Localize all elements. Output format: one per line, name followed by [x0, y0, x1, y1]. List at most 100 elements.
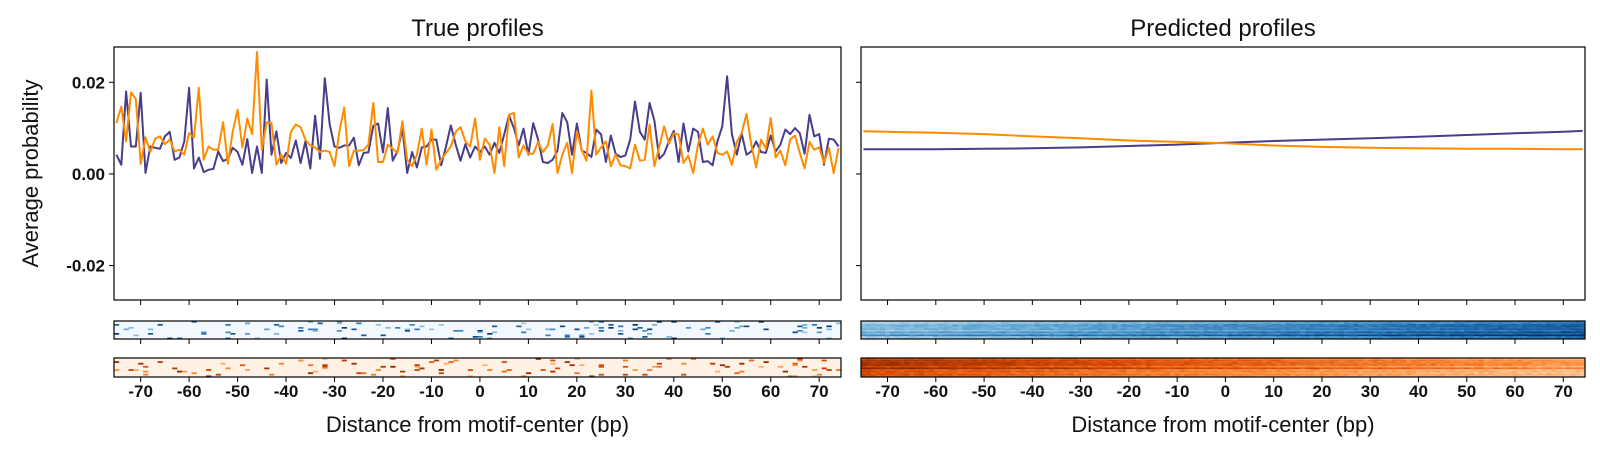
heatmap-cell	[1223, 331, 1229, 334]
heatmap-cell	[1493, 365, 1499, 368]
x-axis-label: Distance from motif-center (bp)	[326, 412, 629, 437]
heatmap-cell	[1440, 369, 1446, 371]
heatmap-cell	[1517, 364, 1523, 367]
heatmap-cell	[1551, 327, 1557, 329]
heatmap-cell	[1280, 372, 1287, 375]
heatmap-cell	[1136, 331, 1142, 334]
heatmap-cell	[1126, 324, 1132, 326]
heatmap-cell	[622, 365, 629, 368]
heatmap-cell	[1068, 336, 1074, 338]
heatmap-cell	[996, 325, 1002, 328]
heatmap-cell	[1078, 372, 1084, 375]
heatmap-cell	[890, 337, 896, 340]
heatmap-cell	[545, 328, 551, 331]
heatmap-cell	[1068, 358, 1074, 360]
heatmap-cell	[1020, 375, 1026, 378]
heatmap-cell	[1073, 361, 1079, 363]
heatmap-cell	[1184, 330, 1190, 332]
heatmap-cell	[1474, 359, 1480, 362]
heatmap-cell	[1290, 367, 1296, 370]
heatmap-cell	[1029, 330, 1036, 332]
heatmap-cell	[1358, 359, 1364, 362]
heatmap-cell	[1261, 322, 1267, 325]
heatmap-cell	[1420, 372, 1427, 375]
heatmap-cell	[1073, 367, 1079, 370]
heatmap-cell	[1353, 333, 1359, 335]
heatmap-cell	[1551, 334, 1557, 337]
heatmap-cell	[1213, 369, 1219, 371]
heatmap-cell	[981, 328, 987, 331]
heatmap-cell	[1198, 336, 1205, 338]
heatmap-cell	[976, 372, 982, 375]
heatmap-cell	[923, 330, 929, 332]
heatmap-cell	[1387, 333, 1393, 335]
heatmap-cell	[1478, 325, 1484, 328]
heatmap-cell	[1387, 361, 1393, 363]
heatmap-cell	[991, 375, 997, 378]
heatmap-cell	[1420, 337, 1427, 340]
heatmap-cell	[1034, 365, 1040, 368]
heatmap-cell	[1150, 364, 1156, 367]
heatmap-cell	[1300, 369, 1306, 371]
heatmap-cell	[1502, 362, 1509, 365]
heatmap-cell	[1001, 336, 1007, 338]
heatmap-cell	[1087, 333, 1094, 335]
heatmap-cell	[1001, 375, 1007, 378]
heatmap-cell	[1189, 321, 1195, 323]
heatmap-cell	[1256, 375, 1262, 378]
heatmap-cell	[1464, 364, 1470, 367]
heatmap-cell	[1049, 327, 1055, 329]
heatmap-cell	[1324, 373, 1330, 376]
heatmap-cell	[826, 328, 832, 331]
heatmap-cell	[1266, 370, 1272, 373]
heatmap-cell	[885, 375, 891, 378]
heatmap-cell	[1218, 333, 1224, 335]
heatmap-cell	[1348, 327, 1354, 329]
heatmap-cell	[1377, 367, 1383, 370]
heatmap-cell	[981, 359, 987, 362]
heatmap-cell	[1353, 325, 1359, 328]
heatmap-cell	[1203, 327, 1209, 329]
heatmap-cell	[1420, 375, 1427, 378]
heatmap-cell	[1087, 375, 1094, 378]
heatmap-cell	[967, 367, 973, 370]
heatmap-cell	[1531, 358, 1538, 360]
heatmap-cell	[1416, 364, 1422, 367]
heatmap-cell	[899, 370, 905, 373]
heatmap-cell	[1247, 331, 1253, 334]
heatmap-cell	[1507, 364, 1513, 367]
heatmap-cell	[1290, 336, 1296, 338]
heatmap-cell	[1377, 324, 1383, 326]
heatmap-cell	[981, 361, 987, 363]
heatmap-cell	[1010, 369, 1016, 371]
heatmap-cell	[1560, 373, 1567, 376]
heatmap-cell	[1367, 328, 1373, 331]
heatmap-cell	[1213, 362, 1219, 365]
heatmap-cell	[996, 370, 1002, 373]
heatmap-cell	[1068, 373, 1074, 376]
heatmap-cell	[1517, 333, 1523, 335]
heatmap-cell	[1010, 358, 1016, 360]
heatmap-cell	[1324, 330, 1330, 332]
heatmap-cell	[1140, 325, 1147, 328]
heatmap-cell	[1406, 324, 1412, 326]
heatmap-cell	[1531, 328, 1538, 331]
heatmap-cell	[1261, 327, 1267, 329]
heatmap-cell	[1169, 336, 1176, 338]
heatmap-cell	[1469, 328, 1475, 331]
heatmap-cell	[1546, 328, 1552, 331]
heatmap-cell	[1343, 373, 1349, 376]
heatmap-cell	[1445, 361, 1451, 363]
heatmap-cell	[1261, 325, 1267, 328]
heatmap-cell	[1121, 331, 1127, 334]
heatmap-cell	[1483, 369, 1489, 371]
heatmap-cell	[1507, 373, 1513, 376]
heatmap-cell	[1247, 358, 1253, 360]
heatmap-cell	[1116, 324, 1122, 326]
heatmap-cell	[1551, 375, 1557, 378]
heatmap-cell	[947, 327, 954, 329]
heatmap-cell	[1512, 372, 1518, 375]
heatmap-cell	[1218, 328, 1224, 331]
heatmap-cell	[1565, 337, 1571, 340]
heatmap-cell	[957, 362, 963, 365]
